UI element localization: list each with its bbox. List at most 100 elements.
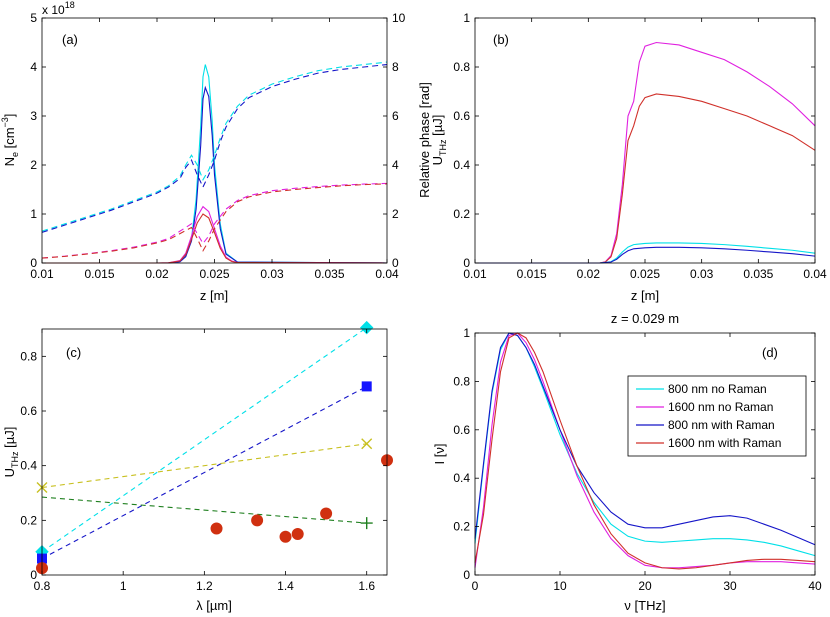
panel-b-ytick-label: 0.2 — [453, 207, 470, 221]
panel-c: 0.8 1 1.2 1.4 1.6 0 0.2 0.4 0.6 0.8 (c) λ [µm] U… — [2, 320, 393, 613]
panel-c-label: (c) — [66, 345, 81, 360]
panel-c-fit-line — [41, 443, 367, 489]
panel-c-xtick-label: 1.4 — [277, 579, 294, 593]
panel-c-marker-circle — [291, 528, 304, 540]
panel-c-series-layer — [35, 320, 393, 575]
panel-d-xtick-label: 20 — [638, 579, 652, 593]
panel-c-marker-circle — [210, 522, 223, 535]
panel-a-exponent-power: 18 — [65, 0, 75, 10]
panel-b-xtick-label: 0.04 — [803, 267, 827, 281]
panel-b-ylabel-unit: [µJ] — [430, 115, 445, 140]
panel-c-ytick-label: 0.6 — [20, 404, 37, 418]
panel-b-ytick-label: 1 — [463, 11, 470, 25]
panel-d-ylabel: I [ν] — [432, 444, 447, 465]
panel-c-fit-line — [41, 327, 368, 553]
panel-b-ylabel-sub: THz — [438, 139, 448, 156]
panel-c-ylabel-main: U — [2, 468, 17, 477]
panel-b-xtick-label: 0.03 — [690, 267, 714, 281]
panel-a-xtick-label: 0.04 — [375, 267, 399, 281]
panel-a-label: (a) — [62, 32, 78, 47]
panel-a-xtick-label: 0.02 — [145, 267, 169, 281]
panel-a: 0.01 0.015 0.02 0.025 0.03 0.035 0.04 0 1 2 3 4 5 0… — [0, 0, 432, 303]
panel-a-xtick-label: 0.015 — [84, 267, 114, 281]
legend-entry-label: 1600 nm no Raman — [668, 400, 773, 414]
panel-a-series-line — [41, 183, 388, 259]
panel-a-xlabel: z [m] — [200, 288, 228, 303]
panel-d-title: z = 0.029 m — [611, 311, 679, 326]
panel-d-ytick-label: 0.4 — [453, 471, 470, 485]
panel-b: 0.01 0.015 0.02 0.025 0.03 0.035 0.04 0 0.2 0.40… — [430, 11, 827, 303]
panel-a-yticks-right: 0 2 4 6 8 10 — [383, 11, 406, 270]
panel-a-ylabel-right: Relative phase [rad] — [417, 82, 432, 198]
panel-b-xtick-label: 0.025 — [630, 267, 660, 281]
legend-entry-label: 1600 nm with Raman — [668, 436, 781, 450]
panel-c-xtick-label: 1.6 — [358, 579, 375, 593]
panel-c-ylabel-unit: [µJ] — [2, 427, 17, 452]
panel-a-xtick-label: 0.03 — [260, 267, 284, 281]
panel-c-xtick-label: 1 — [120, 579, 127, 593]
panel-a-ylabel-unit-sup: −3 — [0, 117, 10, 127]
panel-a-yticks: 0 1 2 3 4 5 — [30, 11, 46, 270]
panel-d-ytick-label: 0.2 — [453, 520, 470, 534]
panel-b-xlabel: z [m] — [631, 288, 659, 303]
panel-b-xtick-label: 0.02 — [577, 267, 601, 281]
panel-d: 0 10 20 30 40 0 0.2 0.4 0.6 0.8 1 z = 0.029 m (d)… — [432, 311, 822, 613]
panel-c-xtick-label: 1.2 — [196, 579, 213, 593]
panel-a-ylabel-unit: [cm — [2, 127, 17, 152]
panel-d-xtick-label: 30 — [723, 579, 737, 593]
panel-a-xticks: 0.01 0.015 0.02 0.025 0.03 0.035 0.04 — [30, 18, 399, 281]
panel-d-ytick-label: 0.8 — [453, 374, 470, 388]
panel-d-legend: 800 nm no Raman 1600 nm no Raman 800 nm wi… — [627, 375, 807, 457]
panel-a-ylabel-sub: e — [10, 152, 20, 157]
panel-c-ytick-label: 0.2 — [20, 513, 37, 527]
panel-a-ytick-label: 3 — [30, 109, 37, 123]
panel-b-ytick-label: 0.4 — [453, 158, 470, 172]
panel-c-ytick-label: 0.8 — [20, 349, 37, 363]
panel-a-xtick-label: 0.025 — [199, 267, 229, 281]
panel-a-ytick-right-label: 4 — [392, 158, 399, 172]
panel-a-ylabel-unit-close: ] — [2, 114, 17, 118]
panel-c-xticks: 0.8 1 1.2 1.4 1.6 — [34, 329, 375, 593]
panel-d-label: (d) — [762, 345, 778, 360]
panel-c-marker-circle — [320, 507, 333, 520]
panel-d-yticks: 0 0.2 0.4 0.6 0.8 1 — [453, 326, 815, 582]
panel-d-xtick-label: 10 — [553, 579, 567, 593]
panel-a-series-layer — [41, 61, 388, 264]
panel-d-ytick-label: 0 — [463, 568, 470, 582]
panel-b-xtick-label: 0.015 — [517, 267, 547, 281]
panel-c-ylabel: UTHz [µJ] — [2, 427, 20, 478]
panel-a-ytick-label: 0 — [30, 256, 37, 270]
panel-b-xticks: 0.01 0.015 0.02 0.025 0.03 0.035 0.04 — [463, 18, 827, 281]
panel-d-series-line — [474, 332, 816, 570]
panel-c-marker-circle — [279, 530, 292, 543]
panel-d-xlabel: ν [THz] — [624, 598, 665, 613]
panel-d-series-line — [474, 332, 816, 569]
panel-a-ytick-label: 2 — [30, 158, 37, 172]
panel-a-ylabel: Ne [cm−3] — [0, 114, 20, 167]
panel-a-exponent-base: x 10 — [42, 3, 65, 17]
panel-a-series-line — [41, 61, 388, 232]
panel-a-series-line — [41, 182, 388, 259]
panel-a-ytick-right-label: 10 — [392, 11, 406, 25]
panel-c-ytick-label: 0 — [30, 568, 37, 582]
panel-a-ytick-label: 5 — [30, 11, 37, 25]
panel-b-xtick-label: 0.01 — [463, 267, 487, 281]
panel-c-yticks: 0 0.2 0.4 0.6 0.8 — [20, 349, 387, 582]
panel-b-series-layer — [475, 41, 816, 264]
panel-c-fit-line — [41, 385, 367, 560]
panel-b-ylabel-main: U — [430, 156, 445, 165]
panel-d-ytick-label: 0.6 — [453, 423, 470, 437]
panel-b-xtick-label: 0.035 — [743, 267, 773, 281]
panel-b-series-line — [475, 246, 816, 264]
panel-a-ytick-right-label: 2 — [392, 207, 399, 221]
panel-b-ytick-label: 0 — [463, 256, 470, 270]
panel-c-marker-circle — [251, 514, 264, 527]
panel-b-series-line — [475, 242, 816, 264]
panel-b-label: (b) — [493, 32, 509, 47]
panel-c-fit-line — [41, 496, 367, 524]
panel-a-ylabel-main: N — [2, 157, 17, 166]
panel-b-yticks: 0 0.2 0.4 0.6 0.8 1 — [453, 11, 815, 270]
legend-entry-label: 800 nm with Raman — [668, 418, 775, 432]
